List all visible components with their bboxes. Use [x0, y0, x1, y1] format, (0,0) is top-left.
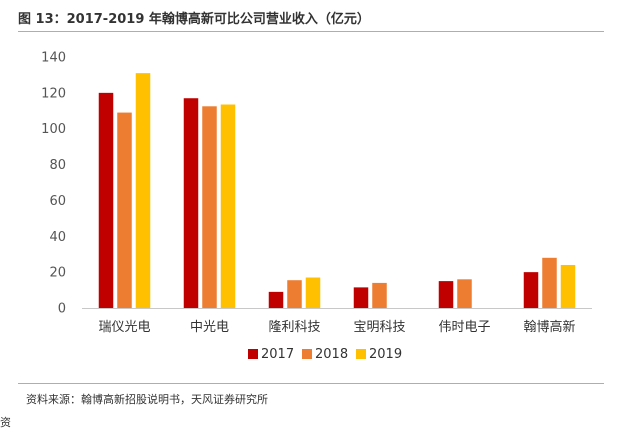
- y-tick-label: 120: [41, 86, 66, 101]
- bar: [305, 277, 321, 308]
- x-tick-label: 隆利科技: [268, 320, 320, 335]
- bar: [183, 98, 199, 308]
- title-rule: [18, 31, 604, 32]
- bar: [457, 279, 472, 308]
- y-tick-label: 0: [58, 302, 66, 317]
- x-tick-label: 宝明科技: [353, 320, 405, 335]
- bar: [287, 280, 302, 308]
- legend-label: 2017: [261, 347, 294, 362]
- legend-label: 2018: [315, 347, 348, 362]
- y-tick-label: 20: [49, 266, 66, 281]
- figure-title: 图 13：2017-2019 年翰博高新可比公司营业收入（亿元）: [18, 12, 370, 27]
- bar: [135, 73, 151, 308]
- bar: [372, 282, 387, 308]
- legend-swatch: [248, 349, 258, 359]
- x-tick-label: 翰博高新: [523, 319, 575, 335]
- bar: [353, 287, 369, 308]
- bar: [438, 281, 454, 308]
- y-tick-label: 140: [41, 51, 66, 66]
- bar: [560, 264, 576, 308]
- legend-swatch: [356, 349, 366, 359]
- source-note: 资料来源：翰博高新招股说明书，天风证券研究所: [26, 393, 268, 406]
- x-tick-label: 瑞仪光电: [98, 320, 150, 335]
- bar: [523, 272, 539, 308]
- legend-label: 2019: [369, 347, 402, 362]
- bar: [220, 104, 236, 308]
- y-tick-label: 40: [49, 230, 66, 245]
- x-tick-label: 伟时电子: [438, 320, 490, 335]
- cropped-text-fragment: 资: [0, 416, 11, 429]
- y-tick-label: 80: [49, 158, 66, 173]
- y-tick-label: 60: [49, 194, 66, 209]
- legend-swatch: [302, 349, 312, 359]
- y-tick-label: 100: [41, 122, 66, 137]
- bar: [268, 291, 284, 308]
- bar: [117, 112, 132, 308]
- x-tick-label: 中光电: [190, 320, 229, 335]
- source-rule: [18, 383, 604, 384]
- bar: [202, 106, 217, 308]
- bar: [98, 92, 114, 308]
- bar: [542, 257, 557, 308]
